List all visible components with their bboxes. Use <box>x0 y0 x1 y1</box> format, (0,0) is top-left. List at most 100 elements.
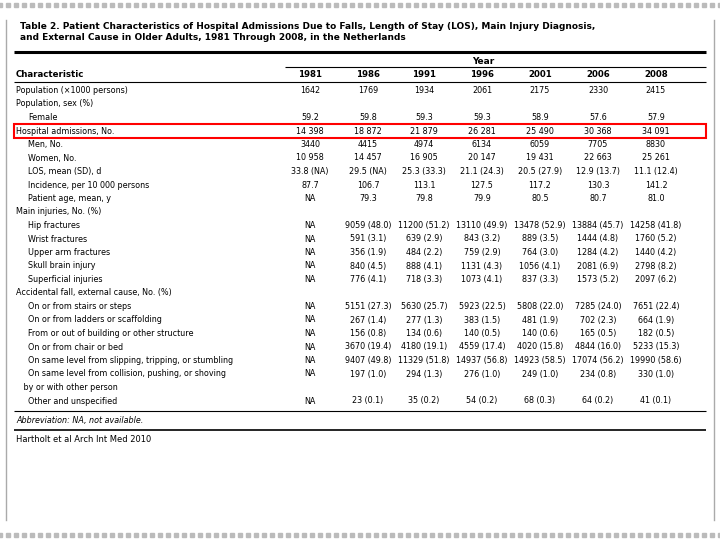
Text: LOS, mean (SD), d: LOS, mean (SD), d <box>28 167 102 176</box>
Text: 591 (3.1): 591 (3.1) <box>350 234 386 244</box>
Text: 19 431: 19 431 <box>526 153 554 163</box>
Text: 140 (0.6): 140 (0.6) <box>522 329 558 338</box>
Text: 35 (0.2): 35 (0.2) <box>408 396 440 406</box>
Text: 14923 (58.5): 14923 (58.5) <box>514 356 566 365</box>
Text: 41 (0.1): 41 (0.1) <box>640 396 672 406</box>
Text: 1440 (4.2): 1440 (4.2) <box>635 248 677 257</box>
Text: 30 368: 30 368 <box>584 126 612 136</box>
Text: Characteristic: Characteristic <box>16 70 84 79</box>
Text: 1934: 1934 <box>414 86 434 95</box>
Text: 57.9: 57.9 <box>647 113 665 122</box>
Text: 2001: 2001 <box>528 70 552 79</box>
Text: 1981: 1981 <box>298 70 322 79</box>
Text: 294 (1.3): 294 (1.3) <box>406 369 442 379</box>
Text: 888 (4.1): 888 (4.1) <box>406 261 442 271</box>
Text: 106.7: 106.7 <box>356 180 379 190</box>
Text: Hip fractures: Hip fractures <box>28 221 80 230</box>
Text: 5151 (27.3): 5151 (27.3) <box>345 302 391 311</box>
Text: 54 (0.2): 54 (0.2) <box>467 396 498 406</box>
Text: 1073 (4.1): 1073 (4.1) <box>462 275 503 284</box>
Text: 2006: 2006 <box>586 70 610 79</box>
Text: 7285 (24.0): 7285 (24.0) <box>575 302 621 311</box>
Text: 889 (3.5): 889 (3.5) <box>522 234 558 244</box>
Text: 2175: 2175 <box>530 86 550 95</box>
Text: 4415: 4415 <box>358 140 378 149</box>
Text: NA: NA <box>305 356 315 365</box>
Text: 127.5: 127.5 <box>471 180 493 190</box>
Text: 9407 (49.8): 9407 (49.8) <box>345 356 391 365</box>
Text: On or from stairs or steps: On or from stairs or steps <box>28 302 131 311</box>
Text: 13110 (49.9): 13110 (49.9) <box>456 221 508 230</box>
Text: NA: NA <box>305 248 315 257</box>
Text: Population, sex (%): Population, sex (%) <box>16 99 94 109</box>
Text: 156 (0.8): 156 (0.8) <box>350 329 386 338</box>
Text: 5923 (22.5): 5923 (22.5) <box>459 302 505 311</box>
Text: On same level from collision, pushing, or shoving: On same level from collision, pushing, o… <box>28 369 226 379</box>
Text: 6059: 6059 <box>530 140 550 149</box>
Text: On same level from slipping, tripping, or stumbling: On same level from slipping, tripping, o… <box>28 356 233 365</box>
Text: 1131 (4.3): 1131 (4.3) <box>462 261 503 271</box>
Text: 1986: 1986 <box>356 70 380 79</box>
Text: NA: NA <box>305 342 315 352</box>
Text: 79.8: 79.8 <box>415 194 433 203</box>
Text: 23 (0.1): 23 (0.1) <box>352 396 384 406</box>
Text: 11.1 (12.4): 11.1 (12.4) <box>634 167 678 176</box>
Text: 330 (1.0): 330 (1.0) <box>638 369 674 379</box>
Text: 764 (3.0): 764 (3.0) <box>522 248 558 257</box>
Text: 3440: 3440 <box>300 140 320 149</box>
Text: 79.9: 79.9 <box>473 194 491 203</box>
Text: 2415: 2415 <box>646 86 666 95</box>
Text: NA: NA <box>305 221 315 230</box>
Text: 68 (0.3): 68 (0.3) <box>524 396 556 406</box>
Text: 57.6: 57.6 <box>589 113 607 122</box>
Text: and External Cause in Older Adults, 1981 Through 2008, in the Netherlands: and External Cause in Older Adults, 1981… <box>20 33 406 42</box>
Text: 9059 (48.0): 9059 (48.0) <box>345 221 391 230</box>
Text: 639 (2.9): 639 (2.9) <box>406 234 442 244</box>
Text: From or out of building or other structure: From or out of building or other structu… <box>28 329 194 338</box>
Text: Female: Female <box>28 113 58 122</box>
Text: 484 (2.2): 484 (2.2) <box>406 248 442 257</box>
Text: 1284 (4.2): 1284 (4.2) <box>577 248 618 257</box>
Text: 34 091: 34 091 <box>642 126 670 136</box>
Text: 81.0: 81.0 <box>647 194 665 203</box>
Text: 59.3: 59.3 <box>415 113 433 122</box>
Text: 383 (1.5): 383 (1.5) <box>464 315 500 325</box>
Text: Superficial injuries: Superficial injuries <box>28 275 102 284</box>
Text: 356 (1.9): 356 (1.9) <box>350 248 386 257</box>
Text: Table 2. Patient Characteristics of Hospital Admissions Due to Falls, Length of : Table 2. Patient Characteristics of Hosp… <box>20 22 595 31</box>
Text: 141.2: 141.2 <box>644 180 667 190</box>
Text: 25 490: 25 490 <box>526 126 554 136</box>
Text: Year: Year <box>472 57 494 66</box>
Text: 59.8: 59.8 <box>359 113 377 122</box>
Text: NA: NA <box>305 302 315 311</box>
Text: 267 (1.4): 267 (1.4) <box>350 315 386 325</box>
Text: 64 (0.2): 64 (0.2) <box>582 396 613 406</box>
Text: 718 (3.3): 718 (3.3) <box>406 275 442 284</box>
Text: 1760 (5.2): 1760 (5.2) <box>635 234 677 244</box>
Text: NA: NA <box>305 369 315 379</box>
Text: Accidental fall, external cause, No. (%): Accidental fall, external cause, No. (%) <box>16 288 172 298</box>
Text: 1996: 1996 <box>470 70 494 79</box>
Text: 33.8 (NA): 33.8 (NA) <box>292 167 329 176</box>
Text: NA: NA <box>305 329 315 338</box>
Text: 140 (0.5): 140 (0.5) <box>464 329 500 338</box>
Text: 14 457: 14 457 <box>354 153 382 163</box>
Text: 17074 (56.2): 17074 (56.2) <box>572 356 624 365</box>
Text: 58.9: 58.9 <box>531 113 549 122</box>
Text: NA: NA <box>305 275 315 284</box>
Text: Population (×1000 persons): Population (×1000 persons) <box>16 86 128 95</box>
Text: 79.3: 79.3 <box>359 194 377 203</box>
Text: 21 879: 21 879 <box>410 126 438 136</box>
Text: 25 261: 25 261 <box>642 153 670 163</box>
Text: 80.7: 80.7 <box>589 194 607 203</box>
Text: Skull brain injury: Skull brain injury <box>28 261 96 271</box>
Text: 7705: 7705 <box>588 140 608 149</box>
Text: 113.1: 113.1 <box>413 180 436 190</box>
Text: Hartholt et al Arch Int Med 2010: Hartholt et al Arch Int Med 2010 <box>16 435 151 444</box>
Text: 6134: 6134 <box>472 140 492 149</box>
Text: NA: NA <box>305 315 315 325</box>
Text: 165 (0.5): 165 (0.5) <box>580 329 616 338</box>
Text: 7651 (22.4): 7651 (22.4) <box>633 302 679 311</box>
Text: 11200 (51.2): 11200 (51.2) <box>398 221 450 230</box>
Text: 759 (2.9): 759 (2.9) <box>464 248 500 257</box>
